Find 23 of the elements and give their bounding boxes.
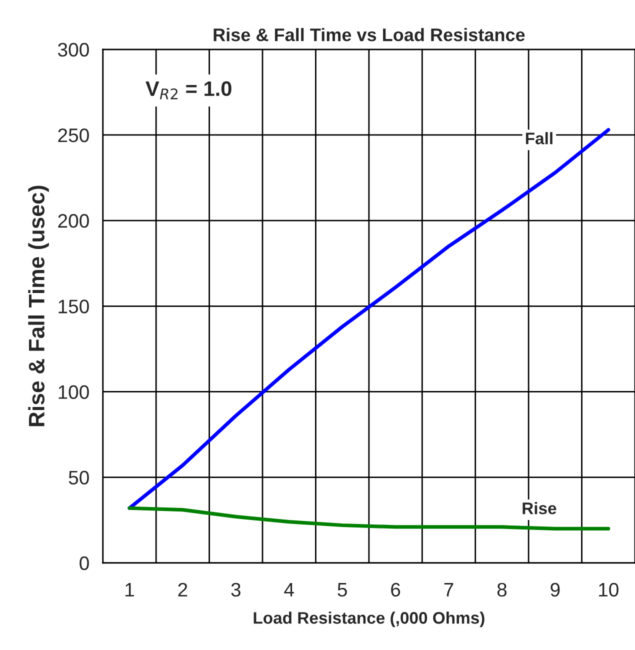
x-tick-label: 1 <box>126 583 134 596</box>
x-tick-label: 10 <box>599 582 618 597</box>
x-tick-label: 8 <box>497 582 507 597</box>
y-tick-label: 200 <box>58 214 89 228</box>
y-tick-label: 250 <box>58 128 89 142</box>
annotation: V$_{R2}$ = 1.0 <box>146 81 232 100</box>
x-tick-label: 9 <box>550 582 560 597</box>
y-tick-label: 0 <box>80 556 89 570</box>
series-label: Rise <box>522 502 556 514</box>
y-tick-label: 300 <box>58 42 89 57</box>
y-tick-label: 100 <box>58 385 89 399</box>
x-tick-label: 2 <box>178 582 188 596</box>
x-tick-label: 3 <box>231 582 240 597</box>
y-axis-title: Rise & Fall Time (usec) <box>28 186 49 426</box>
x-axis-title: Load Resistance (,000 Ohms) <box>254 612 484 628</box>
x-tick-label: 6 <box>391 582 400 597</box>
y-tick-label: 150 <box>58 300 89 314</box>
series-label: Fall <box>526 132 552 144</box>
x-tick-label: 7 <box>444 583 454 596</box>
x-tick-label: 5 <box>338 583 347 597</box>
x-tick-label: 4 <box>284 583 294 596</box>
y-tick-label: 50 <box>68 470 89 485</box>
chart-title: Rise & Fall Time vs Load Resistance <box>214 28 525 42</box>
